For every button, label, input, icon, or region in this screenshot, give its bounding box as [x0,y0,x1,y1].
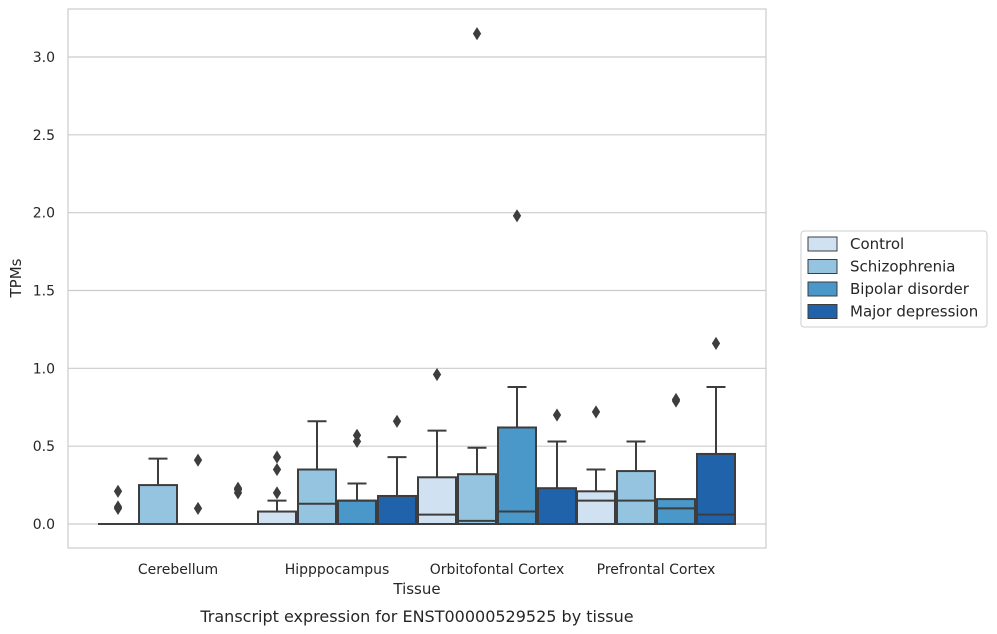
outlier-point [512,209,522,223]
box-schizophrenia-orbitofontal-cortex [457,27,497,526]
outlier-point [472,27,482,41]
box-control-prefrontal-cortex [576,405,616,525]
outlier-point [552,408,562,422]
y-tick-label: 1.5 [33,284,55,300]
outlier-point [193,501,203,515]
outlier-point [272,462,282,477]
box-control-cerebellum [98,484,138,526]
outlier-point [113,484,123,498]
legend-frame [800,230,988,328]
box-bipolar-disorder-cerebellum [178,453,218,526]
box-control-orbitofontal-cortex [417,367,457,525]
x-axis-title: Tissue [392,580,440,598]
outlier-point [272,450,282,464]
x-tick-label: Prefrontal Cortex [597,562,716,578]
legend-label: Schizophrenia [850,258,955,276]
legend-label: Control [850,235,904,253]
x-tick-label: Cerebellum [138,562,218,578]
y-axis-title: TPMs [7,258,25,298]
chart-caption: Transcript expression for ENST0000052952… [199,607,633,626]
x-tick-label: Hipppocampus [285,562,390,578]
outlier-point [272,486,282,500]
y-tick-label: 0.0 [33,517,55,533]
box-body [257,510,297,525]
box-major-depression-cerebellum [218,481,258,526]
boxes [98,27,736,526]
box-body [576,490,616,525]
box-body [457,473,497,526]
legend-swatch [807,259,838,274]
legend-swatch [807,236,838,252]
legend-swatch [807,304,838,319]
y-axis-tick-labels: 0.0 0.5 1.0 1.5 2.0 2.5 3.0 [33,50,55,533]
box-body [497,426,537,525]
box-body [337,499,377,525]
grid-lines [68,56,766,525]
box-schizophrenia-hipppocampus [297,420,337,525]
legend-label: Major depression [850,303,978,321]
y-tick-label: 3.0 [33,50,55,66]
box-major-depression-hipppocampus [377,414,417,526]
box-major-depression-prefrontal-cortex [696,336,736,526]
box-control-hipppocampus [257,450,297,525]
box-major-depression-orbitofontal-cortex [537,408,577,525]
box-body [696,452,736,526]
box-body [537,487,577,525]
box-schizophrenia-prefrontal-cortex [616,440,656,525]
box-body [656,498,696,525]
legend: Control Schizophrenia Bipolar disorder Majo… [800,230,988,328]
box-body [616,470,656,525]
box-body [417,476,457,525]
x-tick-label: Orbitofontal Cortex [430,562,565,578]
box-body [138,484,178,526]
box-bipolar-disorder-prefrontal-cortex [656,392,696,525]
box-body [377,494,417,526]
outlier-point [113,500,123,514]
y-tick-label: 2.0 [33,206,55,222]
legend-label: Bipolar disorder [850,280,970,298]
outlier-point [591,405,601,419]
outlier-point [671,392,681,407]
legend-swatch [807,281,838,297]
box-body [297,468,337,525]
box-schizophrenia-cerebellum [138,457,178,526]
outlier-point [711,336,721,350]
y-tick-label: 1.0 [33,361,55,377]
box-bipolar-disorder-hipppocampus [337,428,377,525]
box-bipolar-disorder-orbitofontal-cortex [497,209,537,525]
outlier-point [352,428,362,442]
plot-area-frame [67,8,767,549]
outlier-point [392,414,402,428]
y-tick-label: 0.5 [33,439,55,455]
outlier-point [233,481,243,495]
outlier-point [193,453,203,467]
x-axis-tick-labels: Cerebellum Hipppocampus Orbitofontal Corte… [138,562,715,578]
y-tick-label: 2.5 [33,128,55,144]
outlier-point [432,367,442,382]
